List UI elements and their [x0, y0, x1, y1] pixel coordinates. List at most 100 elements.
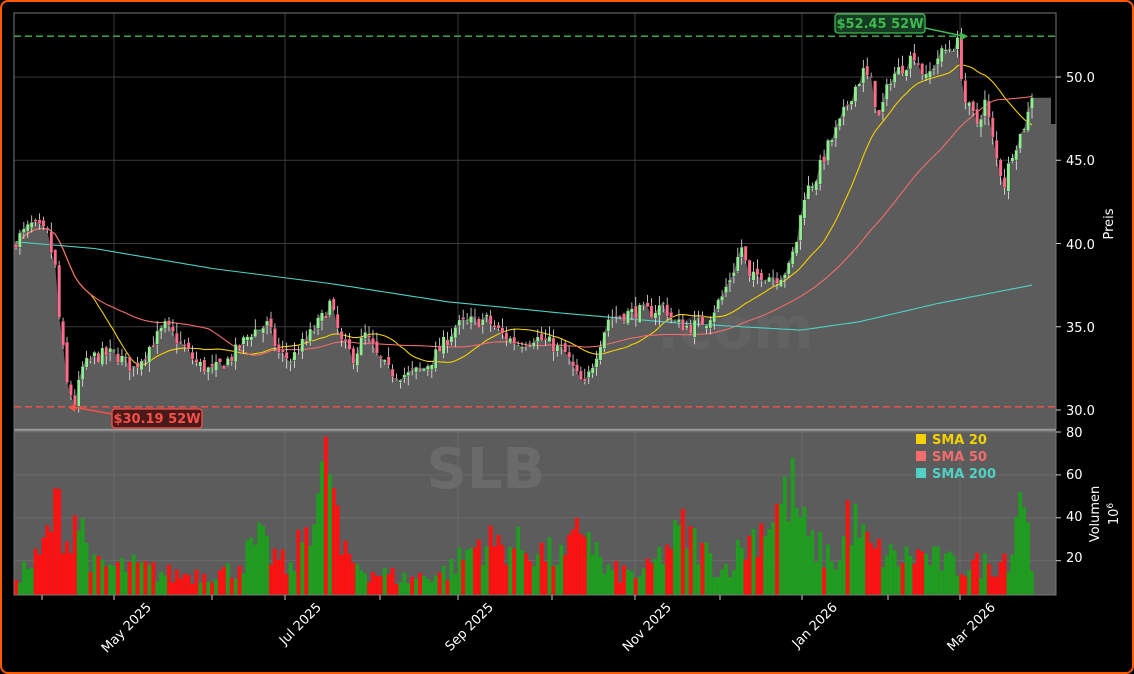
- volume-bar: [527, 561, 532, 595]
- price-area: [14, 37, 1056, 429]
- volume-bar: [18, 582, 22, 595]
- volume-bar: [65, 541, 69, 595]
- sma-50-line: [15, 95, 1033, 356]
- candle: [441, 330, 446, 359]
- volume-bar: [304, 527, 309, 595]
- candle: [622, 312, 626, 324]
- candle: [379, 354, 383, 368]
- volume-bar: [531, 566, 536, 595]
- candle: [226, 356, 230, 367]
- volume-bar: [578, 533, 583, 595]
- candle: [551, 329, 556, 361]
- volume-bar: [830, 561, 834, 595]
- volume-bar: [335, 505, 340, 595]
- candle: [610, 309, 615, 328]
- x-axis: May 2025 Jul 2025 Sep 2025 Nov 2025 Jan …: [41, 595, 999, 656]
- volume-tick-40: 40: [1066, 510, 1083, 525]
- candle: [135, 356, 140, 375]
- price-tick-30: 30.0: [1066, 404, 1095, 419]
- candle: [57, 260, 61, 320]
- legend-label-sma20: SMA 20: [932, 433, 987, 448]
- volume-bar: [312, 524, 317, 595]
- volume-bar: [979, 578, 983, 595]
- candle: [253, 319, 258, 338]
- volume-bar: [76, 530, 81, 595]
- volume-bar: [225, 563, 230, 595]
- volume-bar: [21, 561, 26, 595]
- volume-bar: [779, 503, 783, 595]
- volume-bar: [276, 559, 281, 595]
- volume-bar: [629, 571, 634, 595]
- candle: [206, 366, 210, 381]
- volume-bar: [131, 554, 136, 595]
- candle: [924, 64, 928, 82]
- candle: [328, 298, 332, 318]
- volume-bar: [865, 531, 870, 595]
- volume-bar: [14, 579, 18, 595]
- volume-bar: [547, 537, 552, 595]
- candle: [92, 351, 97, 365]
- candle: [528, 340, 532, 348]
- candle: [732, 263, 736, 284]
- candle: [277, 337, 281, 359]
- candle: [147, 345, 152, 372]
- candle: [626, 308, 630, 326]
- x-tick-jan-2026: Jan 2026: [789, 600, 841, 652]
- volume-bar: [743, 559, 748, 595]
- candle: [88, 355, 93, 364]
- volume-bar: [771, 522, 775, 595]
- candle: [873, 80, 877, 114]
- candle: [669, 307, 673, 324]
- candle: [759, 269, 764, 288]
- candle: [288, 358, 293, 372]
- volume-bar: [355, 564, 360, 595]
- candle: [994, 131, 999, 167]
- volume-bar: [457, 547, 462, 595]
- candle: [998, 158, 1003, 185]
- volume-bar: [461, 560, 466, 595]
- candle: [877, 109, 881, 117]
- volume-bar: [524, 553, 528, 595]
- volume-bar: [912, 563, 917, 595]
- volume-bar: [994, 576, 999, 595]
- candle: [892, 67, 897, 88]
- volume-bar: [759, 523, 764, 595]
- candle: [104, 345, 108, 365]
- candle: [363, 324, 367, 345]
- volume-bar: [708, 553, 713, 595]
- candle: [273, 323, 277, 352]
- legend-label-sma200: SMA 200: [932, 467, 996, 482]
- candle: [881, 93, 885, 121]
- candle: [269, 311, 273, 334]
- candle: [324, 311, 328, 319]
- volume-bar: [939, 570, 944, 595]
- volume-bar: [637, 576, 642, 595]
- candle: [963, 72, 968, 110]
- volume-bar: [873, 548, 877, 595]
- candle: [928, 62, 932, 85]
- volume-bar: [241, 573, 246, 595]
- candle: [602, 331, 607, 353]
- volume-bar: [351, 562, 356, 595]
- volume-bar: [763, 536, 768, 595]
- candle: [767, 273, 771, 283]
- volume-bar: [202, 573, 207, 595]
- candle: [261, 325, 265, 343]
- candle: [245, 334, 250, 347]
- candle: [430, 364, 434, 379]
- candle: [347, 333, 352, 351]
- volume-bar: [69, 553, 73, 595]
- candle: [575, 359, 579, 374]
- candle: [916, 56, 920, 66]
- volume-bar: [167, 564, 171, 595]
- candle: [543, 329, 548, 346]
- watermark-site: .com: [657, 294, 814, 362]
- volume-bar: [347, 553, 352, 595]
- volume-bar: [849, 545, 854, 595]
- candle: [971, 100, 975, 117]
- candle: [477, 316, 481, 329]
- volume-bar: [857, 537, 862, 595]
- volume-bar: [273, 548, 277, 595]
- candle: [335, 305, 340, 335]
